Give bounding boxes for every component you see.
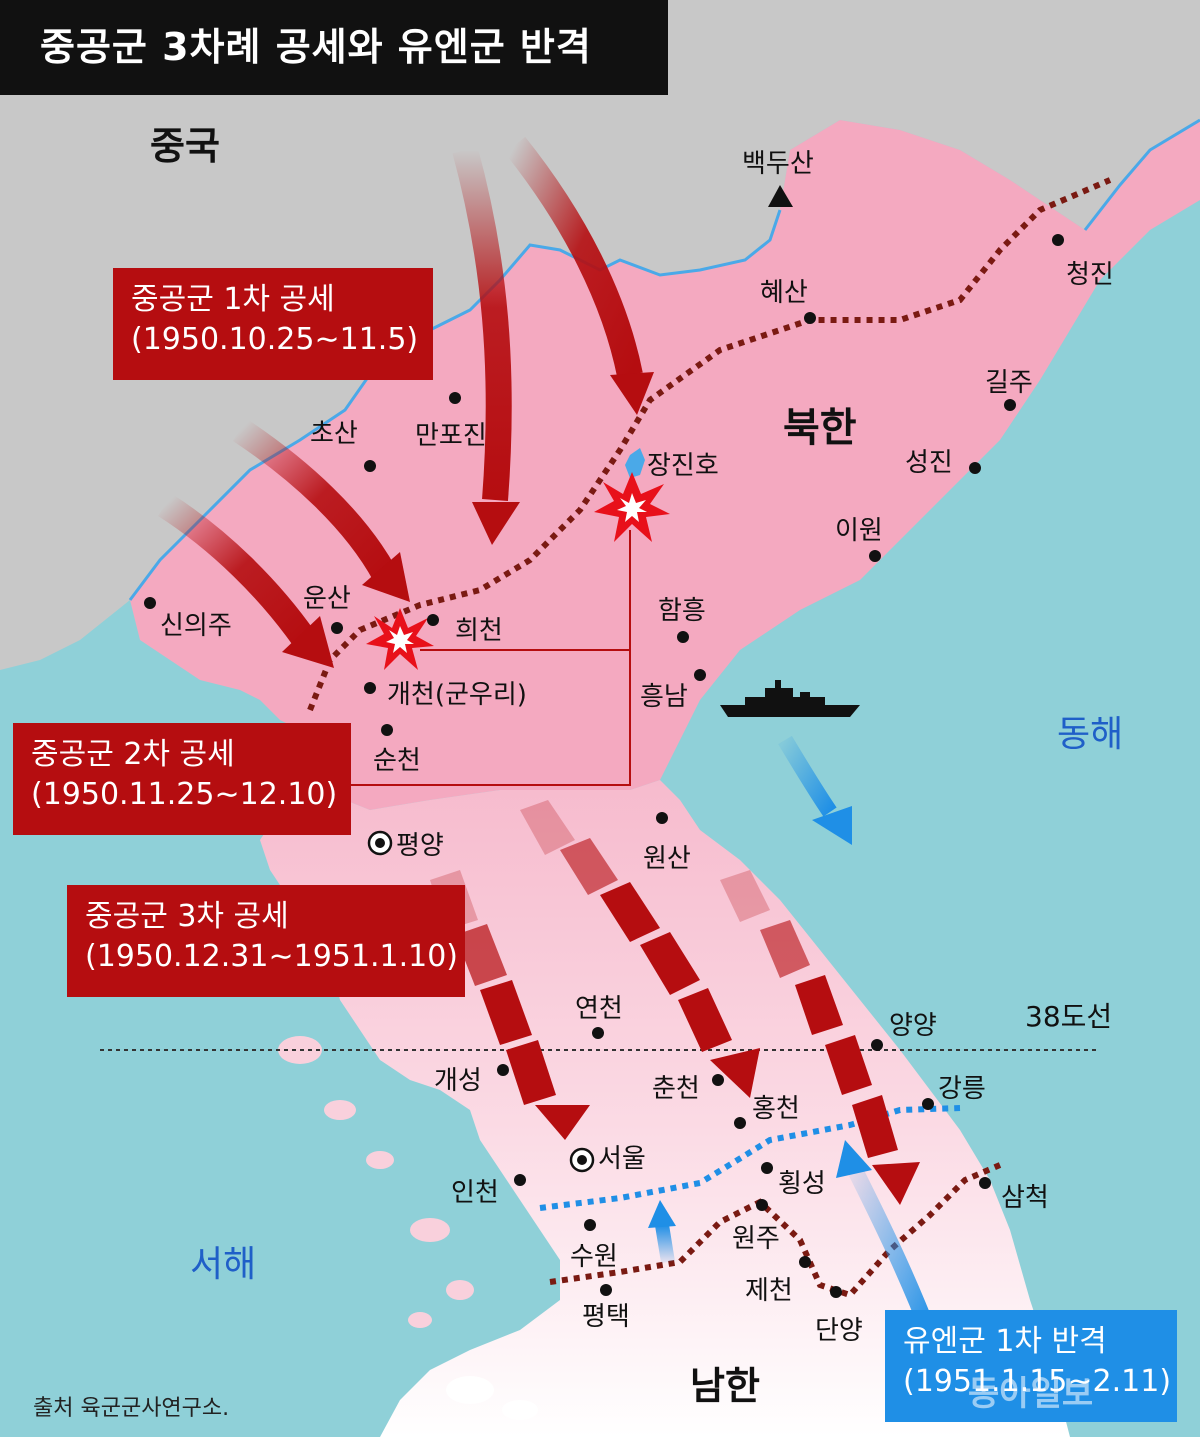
place-label-jecheon: 제천 <box>745 1276 793 1306</box>
offensive-1-arrow-d <box>504 136 643 378</box>
region-label-south-korea: 남한 <box>690 1364 760 1408</box>
place-label-samcheok: 삼척 <box>1001 1183 1049 1213</box>
offensive-1-arrowhead-b <box>362 552 410 602</box>
offensive-3-period: (1950.12.31∼1951.1.10) <box>85 939 458 974</box>
un-arrow-west <box>655 1223 675 1264</box>
tumen-river-line <box>1083 118 1200 231</box>
un-arrow-sea <box>778 735 837 817</box>
offensive-3-arrow-center <box>520 800 760 1098</box>
offensive-2-leader-lines <box>350 530 631 786</box>
place-label-suncheon: 순천 <box>373 746 421 776</box>
south-coast-islands <box>446 1376 538 1420</box>
place-label-manpojin: 만포진 <box>415 421 487 451</box>
city-dots <box>144 234 1064 1298</box>
offensive-3-name: 중공군 3차 공세 <box>85 899 289 934</box>
offensive-2-name: 중공군 2차 공세 <box>31 737 235 772</box>
un-arrowhead-west <box>648 1200 676 1228</box>
un-counter-name: 유엔군 1차 반격 <box>903 1324 1107 1359</box>
place-label-pyongyang: 평양 <box>396 831 444 861</box>
china-landmass <box>0 0 1200 670</box>
region-label-north-korea: 북한 <box>783 405 857 451</box>
place-label-incheon: 인천 <box>451 1178 499 1208</box>
sea-label-east: 동해 <box>1057 714 1124 755</box>
place-label-sinuiju: 신의주 <box>160 611 232 641</box>
offensive-1-arrowhead-c <box>472 502 520 545</box>
place-label-yeoncheon: 연천 <box>575 994 623 1024</box>
place-label-hamheung: 함흥 <box>658 596 706 626</box>
baekdusan-mountain-icon <box>768 185 793 207</box>
region-label-china: 중국 <box>150 124 220 168</box>
place-label-huicheon: 희천 <box>455 616 503 646</box>
place-label-wonju: 원주 <box>732 1224 780 1254</box>
sea-label-west: 서해 <box>190 1244 257 1285</box>
capital-marker-pyongyang <box>367 830 393 856</box>
place-label-danyang: 단양 <box>815 1316 863 1346</box>
warship-icon <box>720 680 860 717</box>
place-label-baekdusan: 백두산 <box>742 149 814 179</box>
offensive-3-box: 중공군 3차 공세 (1950.12.31∼1951.1.10) <box>67 885 465 997</box>
place-label-seongjin: 성진 <box>905 448 953 478</box>
offensive-1-box: 중공군 1차 공세 (1950.10.25∼11.5) <box>113 268 433 380</box>
place-label-yangyang: 양양 <box>889 1011 937 1041</box>
jangjin-reservoir <box>625 448 645 478</box>
battle-explosion-gaecheon <box>366 608 434 670</box>
offensive-1-period: (1950.10.25∼11.5) <box>131 322 419 357</box>
un-arrowhead-east <box>836 1140 872 1178</box>
place-label-gangneung: 강릉 <box>938 1074 986 1104</box>
place-label-heungnam: 흥남 <box>640 682 688 712</box>
place-label-gilju: 길주 <box>985 368 1033 398</box>
offensive-1-name: 중공군 1차 공세 <box>131 282 335 317</box>
place-label-jangjinho: 장진호 <box>647 451 719 481</box>
place-label-wonsan: 원산 <box>643 844 691 874</box>
un-counter-period: (1951.1.15∼2.11) <box>903 1364 1172 1399</box>
place-label-suwon: 수원 <box>570 1242 618 1272</box>
place-label-gaecheon: 개천(군우리) <box>387 680 527 710</box>
place-label-cheongjin: 청진 <box>1066 260 1114 290</box>
offensive-3-arrow-east <box>720 870 920 1205</box>
offensive-1-arrow-a <box>158 494 316 648</box>
offensive-2-box: 중공군 2차 공세 (1950.11.25∼12.10) <box>13 723 351 835</box>
capital-marker-seoul <box>569 1147 595 1173</box>
place-label-hongcheon: 홍천 <box>752 1094 800 1124</box>
place-label-gaeseong: 개성 <box>434 1066 482 1096</box>
place-label-hoengseong: 횡성 <box>778 1169 826 1199</box>
place-label-seoul: 서울 <box>598 1144 646 1174</box>
place-label-hyesan: 혜산 <box>760 278 808 308</box>
place-label-chuncheon: 춘천 <box>652 1074 700 1104</box>
offensive-2-period: (1950.11.25∼12.10) <box>31 777 338 812</box>
offensive-1-arrow-b <box>232 419 397 582</box>
parallel-38-label: 38도선 <box>1025 1000 1113 1033</box>
map-title: 중공군 3차례 공세와 유엔군 반격 <box>0 0 668 95</box>
offensive-1-arrow-c <box>452 146 512 501</box>
un-counter-box: 유엔군 1차 반격 (1951.1.15∼2.11) <box>885 1310 1177 1422</box>
un-arrowhead-sea <box>812 806 852 845</box>
battle-explosion-jangjin <box>594 472 670 542</box>
offensive-1-arrowhead-d <box>610 372 654 415</box>
newspaper-watermark: 동아일보 <box>968 1374 1094 1414</box>
place-label-iwon: 이원 <box>835 516 883 546</box>
un-counter-line <box>539 1105 961 1211</box>
place-label-unsan: 운산 <box>303 584 351 614</box>
place-label-chosan: 초산 <box>310 419 358 449</box>
place-label-pyeongtaek: 평택 <box>582 1302 630 1332</box>
offensive-1-arrowhead-a <box>282 616 334 668</box>
source-note: 출처 육군군사연구소. <box>33 1396 230 1421</box>
